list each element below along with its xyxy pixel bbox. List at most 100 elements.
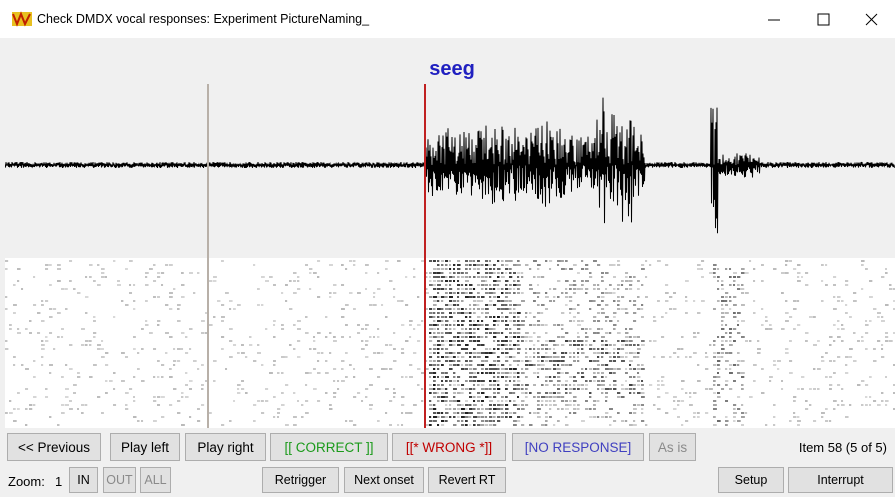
as-is-button[interactable]: As is [649,433,696,461]
spectrogram-cell [841,300,844,302]
spectrogram-cell [97,344,101,346]
setup-button[interactable]: Setup [718,467,784,493]
spectrogram-cell [537,396,540,398]
spectrogram-cell [45,264,49,266]
spectrogram-cell [841,400,843,402]
spectrogram-cell [549,404,552,406]
spectrogram-cell [201,388,203,390]
spectrogram-cell [725,324,727,326]
spectrogram-cell [517,340,519,342]
spectrogram-cell [333,292,336,294]
spectrogram-cell [81,412,84,414]
spectrogram-cell [453,304,456,306]
spectrogram-cell [689,392,691,394]
revert-rt-button[interactable]: Revert RT [428,467,506,493]
spectrogram-cell [429,404,432,406]
spectrogram-cell [489,264,492,266]
spectrogram-cell [145,324,149,326]
spectrogram-cell [861,288,863,290]
spectrogram-cell [489,300,492,302]
spectrogram-cell [309,288,311,290]
spectrogram-cell [569,308,573,310]
spectrogram-cell [685,392,687,394]
spectrogram-cell [537,356,540,358]
zoom-all-button[interactable]: ALL [140,467,171,493]
spectrogram-cell [597,304,601,306]
window-controls[interactable] [760,8,890,32]
spectrogram-cell [505,384,509,386]
spectrogram-cell [725,400,728,402]
spectrogram-cell [525,316,527,318]
spectrogram-cell [317,360,319,362]
spectrogram-cell [617,332,621,334]
spectrogram-cell [501,292,503,294]
play-right-button[interactable]: Play right [185,433,266,461]
spectrogram-cell [113,316,115,318]
spectrogram-cell [397,300,401,302]
spectrogram-cell [473,340,476,342]
zoom-in-button[interactable]: IN [69,467,98,493]
spectrogram-cell [445,420,448,422]
spectrogram-cell [629,328,633,330]
spectrogram-cell [513,332,517,334]
play-left-button[interactable]: Play left [110,433,180,461]
spectrogram-cell [721,288,724,290]
spectrogram-cell [537,400,540,402]
spectrogram-cell [433,348,436,350]
spectrogram-cell [493,320,497,322]
previous-button[interactable]: << Previous [7,433,101,461]
next-onset-button[interactable]: Next onset [344,467,424,493]
spectrogram-cell [209,412,212,414]
spectrogram-cell [545,332,547,334]
spectrogram-cell [785,260,788,262]
spectrogram-cell [741,412,744,414]
spectrogram-cell [465,348,468,350]
spectrogram-cell [761,280,764,282]
spectrogram-cell [717,364,720,366]
spectrogram-cell [233,308,236,310]
spectrogram-cell [553,404,557,406]
spectrogram-cell [269,372,273,374]
zoom-out-button[interactable]: OUT [103,467,136,493]
spectrogram-cell [521,360,524,362]
spectrogram-cell [717,360,720,362]
spectrogram-cell [861,260,865,262]
spectrogram-cell [577,304,580,306]
spectrogram-cell [565,352,567,354]
spectrogram-cell [581,348,583,350]
spectrogram-cell [461,340,464,342]
spectrogram-cell [881,316,883,318]
spectrogram-cell [469,308,471,310]
spectrogram-cell [441,336,444,338]
spectrogram-cell [649,264,651,266]
spectrogram-cell [869,376,872,378]
spectrogram-cell [169,376,173,378]
spectrogram-cell [293,324,296,326]
spectrogram-cell [517,384,520,386]
spectrogram-cell [161,272,164,274]
spectrogram-cell [881,356,884,358]
spectrogram-cell [717,368,720,370]
no-response-button[interactable]: [NO RESPONSE] [512,433,644,461]
spectrogram-cell [433,364,436,366]
spectrogram-cell [589,392,591,394]
spectrogram-cell [445,376,449,378]
spectrogram-cell [537,360,540,362]
spectrogram-cell [565,416,567,418]
spectrogram-cell [17,280,19,282]
interrupt-button[interactable]: Interrupt [788,467,893,493]
spectrogram-cell [465,416,469,418]
spectrogram-cell [437,412,440,414]
retrigger-button[interactable]: Retrigger [262,467,339,493]
spectrogram-cell [525,392,528,394]
spectrogram-cell [5,340,7,342]
spectrogram-cell [481,276,485,278]
spectrogram-cell [573,408,576,410]
spectrogram-cell [721,324,723,326]
correct-button[interactable]: [[ CORRECT ]] [270,433,388,461]
spectrogram-cell [637,368,641,370]
spectrogram-cell [569,320,572,322]
wrong-button[interactable]: [[* WRONG *]] [392,433,506,461]
spectrogram-cell [369,384,373,386]
spectrogram-cell [885,332,888,334]
